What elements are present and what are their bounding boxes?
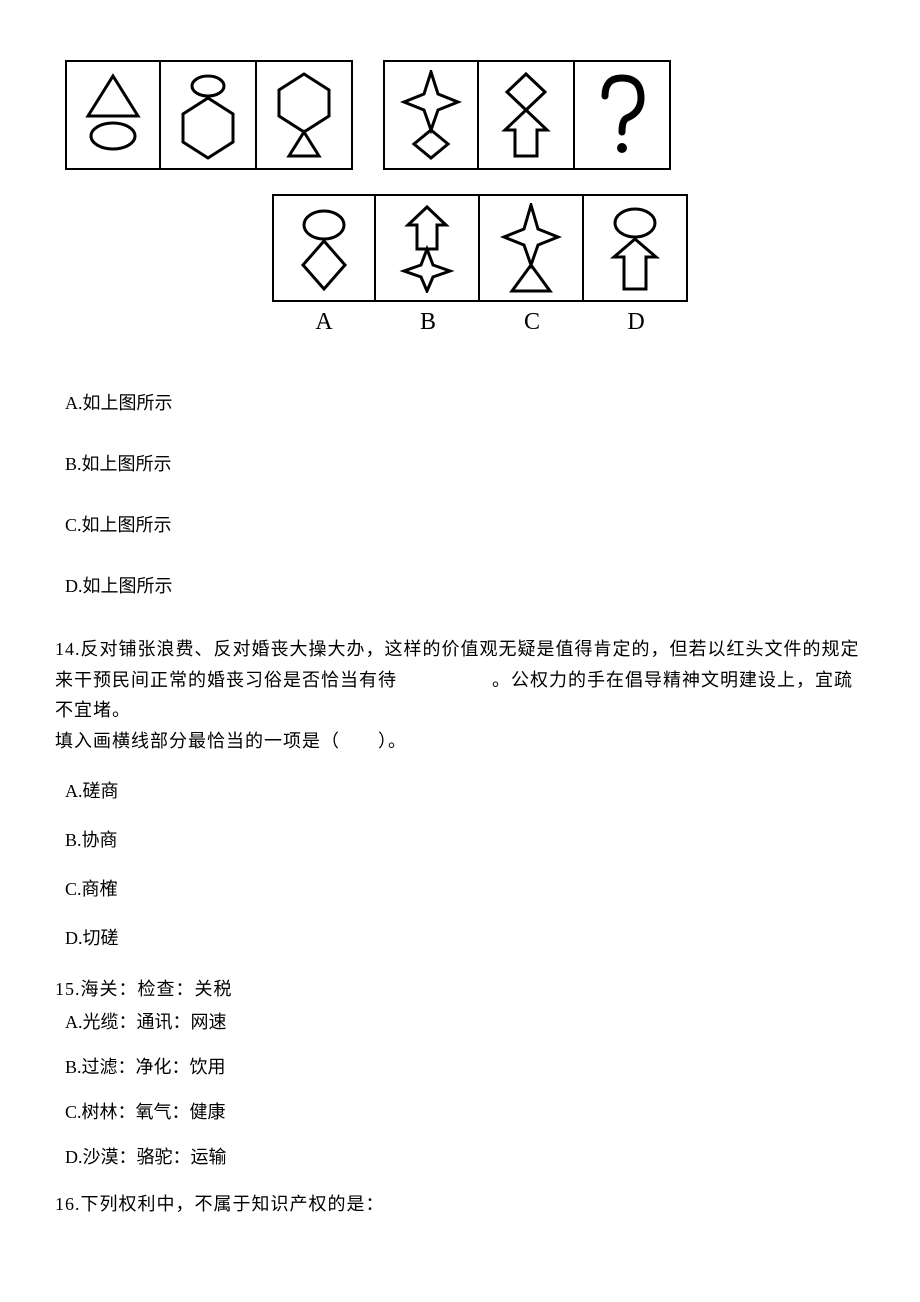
q14-options: A.磋商 B.协商 C.商榷 D.切磋: [55, 778, 865, 952]
question-15: 15.海关：检查：关税 A.光缆：通讯：网速 B.过滤：净化：饮用 C.树林：氧…: [55, 974, 865, 1171]
q13-option-A[interactable]: A.如上图所示: [65, 390, 865, 417]
option-label-D: D: [627, 304, 644, 340]
q14-option-B[interactable]: B.协商: [65, 827, 865, 854]
cell-1-1: [65, 60, 161, 170]
option-label-B: B: [420, 304, 436, 340]
opt-prefix: A.: [65, 393, 83, 413]
q16-stem-text: 下列权利中，不属于知识产权的是：: [81, 1194, 385, 1214]
cell-1-2: [161, 60, 257, 170]
opt-prefix: C.: [65, 879, 82, 899]
opt-text: 如上图所示: [83, 393, 173, 413]
q15-stem: 15.海关：检查：关税: [55, 974, 865, 1005]
opt-prefix: A.: [65, 781, 83, 801]
opt-text: 如上图所示: [82, 515, 172, 535]
q15-option-A[interactable]: A.光缆：通讯：网速: [65, 1009, 865, 1036]
q13-option-B[interactable]: B.如上图所示: [65, 451, 865, 478]
q14-option-A[interactable]: A.磋商: [65, 778, 865, 805]
opt-text: 如上图所示: [82, 454, 172, 474]
q14-option-C[interactable]: C.商榷: [65, 876, 865, 903]
opt-prefix: C.: [65, 515, 82, 535]
opt-prefix: D.: [65, 928, 83, 948]
q13-option-D[interactable]: D.如上图所示: [65, 573, 865, 600]
figure-reasoning-diagram: A B C: [55, 60, 865, 340]
opt-prefix: B.: [65, 830, 82, 850]
cell-1-4: [383, 60, 479, 170]
q15-option-B[interactable]: B.过滤：净化：饮用: [65, 1054, 865, 1081]
answer-option-A[interactable]: A: [272, 194, 376, 340]
cell-1-3: [257, 60, 353, 170]
question-14: 14.反对铺张浪费、反对婚丧大操大办，这样的价值观无疑是值得肯定的，但若以红头文…: [55, 634, 865, 952]
q15-stem-text: 海关：检查：关税: [81, 979, 233, 999]
opt-text: 树林：氧气：健康: [82, 1102, 226, 1122]
diagram-group-right: [383, 60, 671, 170]
opt-prefix: D.: [65, 1147, 83, 1167]
q16-number: 16.: [55, 1194, 81, 1214]
q14-stem: 14.反对铺张浪费、反对婚丧大操大办，这样的价值观无疑是值得肯定的，但若以红头文…: [55, 634, 865, 756]
opt-text: 光缆：通讯：网速: [83, 1012, 227, 1032]
q14-prompt: 填入画横线部分最恰当的一项是（ ）。: [55, 731, 407, 751]
opt-prefix: D.: [65, 576, 83, 596]
opt-prefix: A.: [65, 1012, 83, 1032]
q15-options: A.光缆：通讯：网速 B.过滤：净化：饮用 C.树林：氧气：健康 D.沙漠：骆驼…: [55, 1009, 865, 1171]
q14-option-D[interactable]: D.切磋: [65, 925, 865, 952]
diagram-answer-row: A B C: [55, 194, 865, 340]
question-16: 16.下列权利中，不属于知识产权的是：: [55, 1189, 865, 1220]
opt-text: 过滤：净化：饮用: [82, 1057, 226, 1077]
q13-text-options: A.如上图所示 B.如上图所示 C.如上图所示 D.如上图所示: [55, 390, 865, 600]
opt-text: 商榷: [82, 879, 118, 899]
opt-text: 切磋: [83, 928, 119, 948]
diagram-group-left: [65, 60, 353, 170]
opt-prefix: C.: [65, 1102, 82, 1122]
opt-text: 磋商: [83, 781, 119, 801]
answer-option-B[interactable]: B: [376, 194, 480, 340]
q13-option-C[interactable]: C.如上图所示: [65, 512, 865, 539]
q16-stem: 16.下列权利中，不属于知识产权的是：: [55, 1189, 865, 1220]
opt-text: 如上图所示: [83, 576, 173, 596]
opt-prefix: B.: [65, 454, 82, 474]
cell-1-6: [575, 60, 671, 170]
option-label-A: A: [315, 304, 332, 340]
cell-1-5: [479, 60, 575, 170]
opt-prefix: B.: [65, 1057, 82, 1077]
option-label-C: C: [524, 304, 540, 340]
opt-text: 协商: [82, 830, 118, 850]
q14-number: 14.: [55, 639, 81, 659]
q15-option-D[interactable]: D.沙漠：骆驼：运输: [65, 1144, 865, 1171]
answer-option-C[interactable]: C: [480, 194, 584, 340]
q15-option-C[interactable]: C.树林：氧气：健康: [65, 1099, 865, 1126]
answer-option-D[interactable]: D: [584, 194, 688, 340]
opt-text: 沙漠：骆驼：运输: [83, 1147, 227, 1167]
q14-stem-text: 反对铺张浪费、反对婚丧大操大办，这样的价值观无疑是值得肯定的，但若以红头文件的规…: [55, 639, 860, 720]
diagram-row-1: [55, 60, 865, 170]
q15-number: 15.: [55, 979, 81, 999]
